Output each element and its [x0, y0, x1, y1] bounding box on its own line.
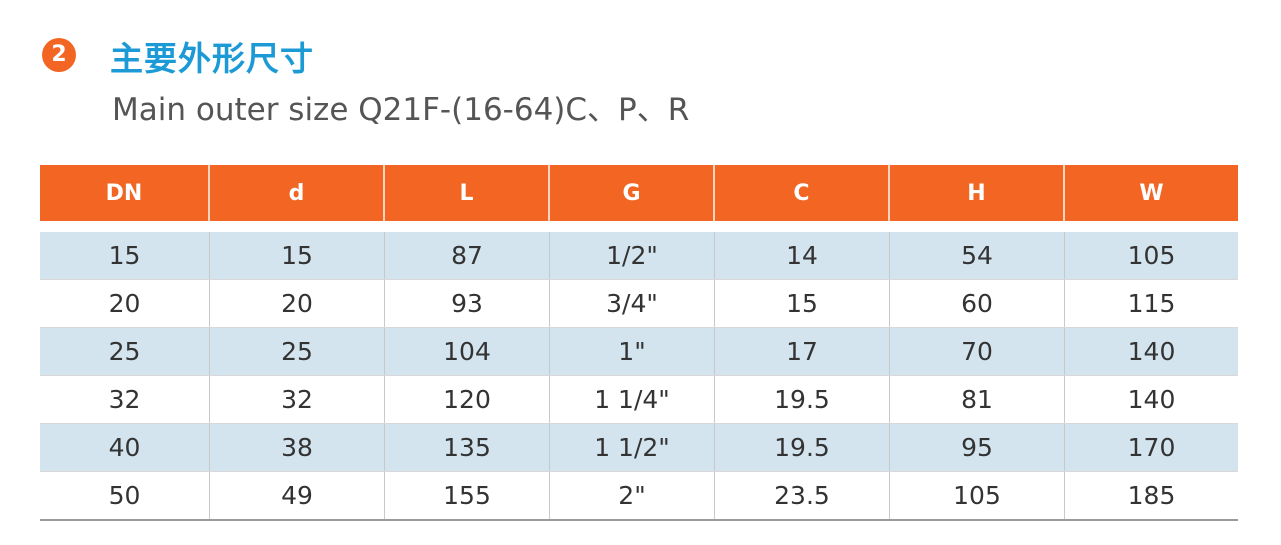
header-cell: G	[550, 165, 715, 221]
table-cell: 14	[715, 232, 890, 279]
table-cell: 20	[210, 280, 385, 327]
table-cell: 140	[1127, 385, 1176, 414]
table-row: 15 15 87 1/2" 14 54 105	[40, 232, 1238, 280]
table-cell: 3/4"	[550, 280, 715, 327]
table-cell: 70	[890, 328, 1065, 375]
table-cell: 19.5	[715, 376, 890, 423]
table-cell: 170	[1127, 433, 1176, 462]
table-cell: 155	[385, 472, 550, 519]
table-cell: 105	[890, 472, 1065, 519]
table-cell: 60	[890, 280, 1065, 327]
table-row: 50 49 155 2" 23.5 105 185	[40, 472, 1238, 521]
header-cell: L	[385, 165, 550, 221]
header-cell: H	[890, 165, 1065, 221]
table-cell: 1 1/4"	[550, 376, 715, 423]
table-cell: 32	[40, 376, 210, 423]
section-subtitle: Main outer size Q21F-(16-64)C、P、R	[112, 92, 690, 128]
table-row: 25 25 104 1" 17 70 140	[40, 328, 1238, 376]
table-cell: 40	[40, 424, 210, 471]
section-badge: 2	[42, 38, 76, 72]
table-row: 40 38 135 1 1/2" 19.5 95 170	[40, 424, 1238, 472]
table-cell: 15	[715, 280, 890, 327]
table-cell: 81	[890, 376, 1065, 423]
table-cell: 19.5	[715, 424, 890, 471]
table-cell: 105	[1127, 241, 1176, 270]
table-cell: 95	[890, 424, 1065, 471]
table-cell: 1/2"	[550, 232, 715, 279]
table-cell: 23.5	[715, 472, 890, 519]
table-row: 32 32 120 1 1/4" 19.5 81 140	[40, 376, 1238, 424]
table-cell: 20	[40, 280, 210, 327]
table-cell: 135	[385, 424, 550, 471]
header-cell: W	[1139, 180, 1164, 206]
table-cell: 15	[210, 232, 385, 279]
table-cell: 2"	[550, 472, 715, 519]
table-cell: 1"	[550, 328, 715, 375]
table-cell: 140	[1127, 337, 1176, 366]
table-cell: 54	[890, 232, 1065, 279]
header-cell: DN	[40, 165, 210, 221]
table-cell: 15	[40, 232, 210, 279]
table-cell: 17	[715, 328, 890, 375]
header-cell: C	[715, 165, 890, 221]
table-cell: 115	[1127, 289, 1176, 318]
table-cell: 32	[210, 376, 385, 423]
header-cell: d	[210, 165, 385, 221]
header-row: DN d L G C H W	[40, 165, 1238, 221]
table-cell: 104	[385, 328, 550, 375]
table-cell: 49	[210, 472, 385, 519]
table-row: 20 20 93 3/4" 15 60 115	[40, 280, 1238, 328]
table-cell: 93	[385, 280, 550, 327]
section-title: 主要外形尺寸	[110, 39, 314, 78]
table-cell: 185	[1127, 481, 1176, 510]
table-cell: 38	[210, 424, 385, 471]
table-cell: 120	[385, 376, 550, 423]
table-cell: 25	[40, 328, 210, 375]
table-cell: 50	[40, 472, 210, 519]
table-cell: 25	[210, 328, 385, 375]
table-cell: 1 1/2"	[550, 424, 715, 471]
size-table: DN d L G C H W 15 15 87 1/2" 14 54 105 20 20 93 3/4" 15 60 1…	[40, 165, 1238, 521]
table-cell: 87	[385, 232, 550, 279]
